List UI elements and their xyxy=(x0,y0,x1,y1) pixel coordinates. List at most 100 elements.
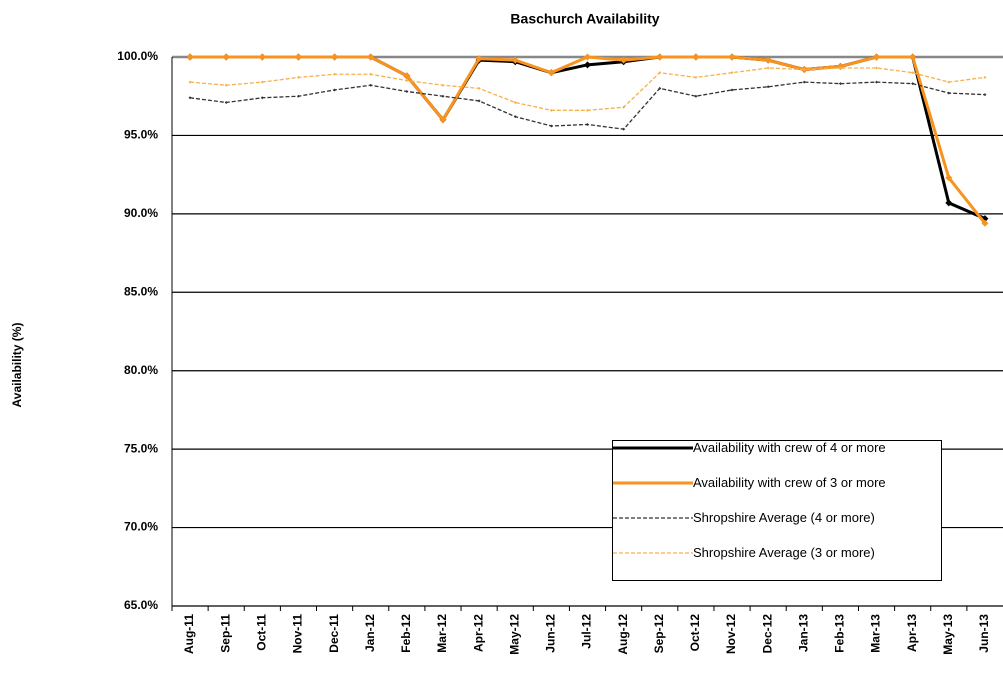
x-tick-label: Feb-12 xyxy=(399,614,413,653)
legend-entry: Shropshire Average (4 or more) xyxy=(613,511,941,546)
point xyxy=(477,86,481,90)
point xyxy=(694,94,698,98)
point xyxy=(549,124,553,128)
point xyxy=(513,100,517,104)
point xyxy=(549,108,553,112)
y-tick-label: 85.0% xyxy=(124,284,158,298)
point xyxy=(333,72,337,76)
point xyxy=(622,105,626,109)
point xyxy=(728,53,736,61)
point xyxy=(838,82,842,86)
point xyxy=(260,96,264,100)
x-tick-label: May-12 xyxy=(507,614,521,655)
point xyxy=(511,56,519,64)
point xyxy=(947,80,951,84)
point xyxy=(730,71,734,75)
point xyxy=(983,75,987,79)
point xyxy=(547,69,555,77)
x-tick-label: Oct-12 xyxy=(688,614,702,652)
point xyxy=(694,75,698,79)
x-tick-label: May-13 xyxy=(941,614,955,655)
point xyxy=(224,100,228,104)
legend-label: Availability with crew of 4 or more xyxy=(693,440,886,455)
point xyxy=(911,71,915,75)
point xyxy=(620,56,628,64)
x-tick-label: Jan-13 xyxy=(796,614,810,652)
point xyxy=(441,94,445,98)
x-tick-label: Oct-11 xyxy=(254,614,268,651)
series-line xyxy=(189,81,985,130)
x-tick-label: Mar-12 xyxy=(435,614,449,653)
point xyxy=(981,219,989,227)
y-tick-label: 70.0% xyxy=(124,520,158,534)
point xyxy=(405,79,409,83)
point xyxy=(692,53,700,61)
x-tick-label: Dec-11 xyxy=(327,614,341,653)
point xyxy=(333,88,337,92)
legend-entry: Availability with crew of 4 or more xyxy=(613,441,941,476)
x-tick-label: Nov-12 xyxy=(724,614,738,654)
point xyxy=(188,80,192,84)
point xyxy=(764,56,772,64)
point xyxy=(875,66,879,70)
y-tick-label: 100.0% xyxy=(117,49,158,63)
point xyxy=(441,83,445,87)
x-tick-label: Apr-13 xyxy=(905,614,919,652)
point xyxy=(658,71,662,75)
point xyxy=(911,82,915,86)
point xyxy=(224,83,228,87)
point xyxy=(584,53,591,61)
x-tick-label: Feb-13 xyxy=(833,614,847,653)
x-tick-label: Jun-12 xyxy=(544,614,558,653)
point xyxy=(405,90,409,94)
x-tick-label: Mar-13 xyxy=(869,614,883,653)
point xyxy=(838,66,842,70)
point xyxy=(945,199,953,207)
point xyxy=(294,53,302,61)
point xyxy=(258,53,266,61)
y-tick-label: 80.0% xyxy=(124,363,158,377)
legend-entry: Shropshire Average (3 or more) xyxy=(613,546,941,581)
x-tick-label: Apr-12 xyxy=(471,614,485,652)
point xyxy=(766,66,770,70)
point xyxy=(369,83,373,87)
y-tick-label: 90.0% xyxy=(124,206,158,220)
x-tick-label: Jan-12 xyxy=(363,614,377,652)
x-tick-label: Dec-12 xyxy=(760,614,774,654)
legend-swatch xyxy=(613,446,693,450)
point xyxy=(296,94,300,98)
point xyxy=(622,127,626,131)
legend-label: Availability with crew of 3 or more xyxy=(693,475,886,490)
legend: Availability with crew of 4 or more Avail… xyxy=(612,440,942,581)
point xyxy=(730,88,734,92)
x-tick-label: Aug-12 xyxy=(616,614,630,655)
point xyxy=(369,72,373,76)
point xyxy=(873,53,881,61)
legend-entry: Availability with crew of 3 or more xyxy=(613,476,941,511)
x-tick-label: Sep-12 xyxy=(652,614,666,654)
point xyxy=(477,99,481,103)
y-tick-label: 65.0% xyxy=(124,598,158,612)
point xyxy=(909,53,917,61)
point xyxy=(945,174,953,182)
point xyxy=(947,91,951,95)
y-axis-label: Availability (%) xyxy=(10,323,24,408)
series-line xyxy=(190,55,986,220)
legend-swatch xyxy=(613,481,693,485)
point xyxy=(802,68,806,72)
point xyxy=(656,53,664,61)
point xyxy=(586,108,589,112)
point xyxy=(586,122,589,126)
point xyxy=(296,75,300,79)
point xyxy=(513,115,517,119)
point xyxy=(222,53,230,61)
point xyxy=(802,80,806,84)
legend-swatch xyxy=(613,517,693,519)
point xyxy=(186,53,194,61)
point xyxy=(983,93,987,97)
y-tick-label: 75.0% xyxy=(124,441,158,455)
point xyxy=(658,86,662,90)
x-tick-label: Aug-11 xyxy=(182,614,196,654)
point xyxy=(188,96,192,100)
